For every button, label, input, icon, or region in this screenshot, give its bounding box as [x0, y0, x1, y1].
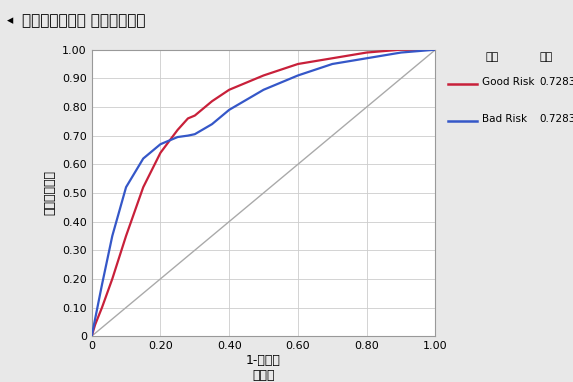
Text: 不良: 不良 — [485, 52, 499, 62]
Y-axis label: 灵敏度真阳性: 灵敏度真阳性 — [44, 170, 57, 215]
Text: Good Risk: Good Risk — [481, 77, 534, 87]
Text: 0.7283: 0.7283 — [540, 77, 573, 87]
Text: Bad Risk: Bad Risk — [481, 114, 527, 124]
Text: 面积: 面积 — [540, 52, 553, 62]
Text: 受试者操作特征 在训练数据上: 受试者操作特征 在训练数据上 — [22, 13, 146, 29]
Text: 0.7283: 0.7283 — [540, 114, 573, 124]
X-axis label: 1-特异度
假阳性: 1-特异度 假阳性 — [246, 354, 281, 382]
Text: ◂: ◂ — [7, 15, 13, 28]
